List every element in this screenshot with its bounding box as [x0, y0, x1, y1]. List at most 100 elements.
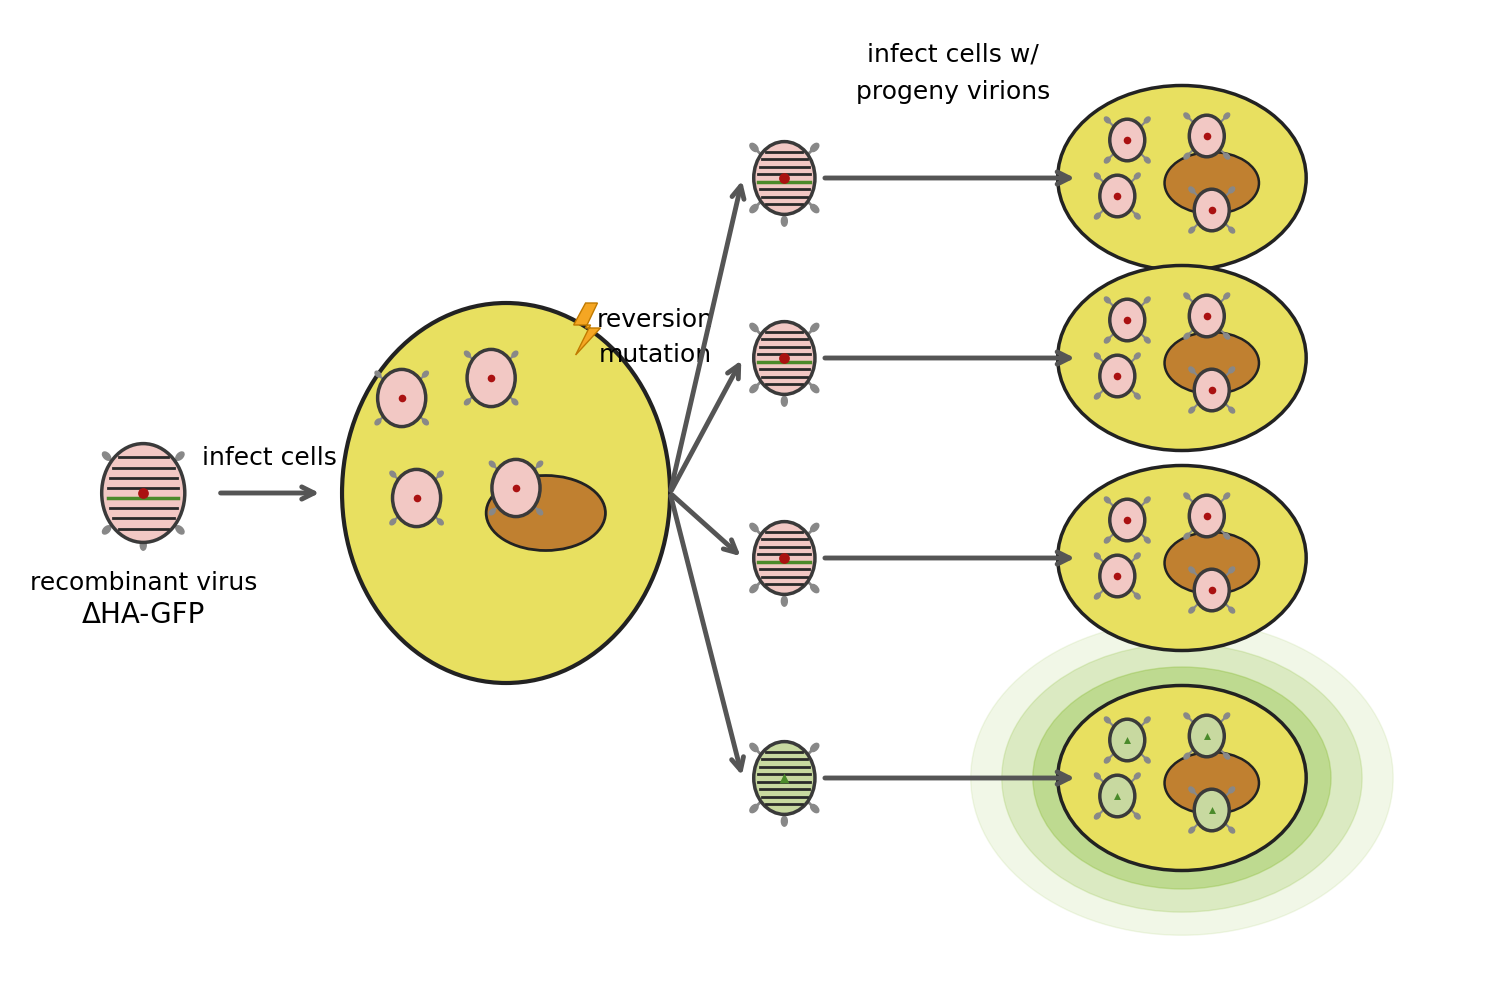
- Ellipse shape: [1144, 757, 1150, 763]
- Text: recombinant virus: recombinant virus: [30, 571, 256, 595]
- Text: mutation: mutation: [598, 343, 711, 367]
- Ellipse shape: [378, 369, 426, 426]
- Ellipse shape: [1190, 828, 1194, 833]
- Ellipse shape: [782, 216, 788, 226]
- Ellipse shape: [1110, 719, 1144, 761]
- Ellipse shape: [1058, 685, 1306, 871]
- Ellipse shape: [1144, 537, 1150, 543]
- Ellipse shape: [1104, 337, 1110, 343]
- Ellipse shape: [1190, 115, 1224, 157]
- Polygon shape: [573, 303, 600, 355]
- Ellipse shape: [1190, 367, 1194, 373]
- Ellipse shape: [393, 470, 441, 526]
- Ellipse shape: [176, 526, 184, 534]
- Ellipse shape: [1224, 153, 1230, 159]
- Ellipse shape: [489, 461, 495, 467]
- Ellipse shape: [753, 322, 814, 394]
- Ellipse shape: [102, 452, 111, 461]
- Ellipse shape: [1058, 466, 1306, 650]
- Ellipse shape: [1164, 332, 1258, 394]
- Ellipse shape: [512, 399, 518, 405]
- Ellipse shape: [486, 476, 606, 550]
- Ellipse shape: [1144, 297, 1150, 302]
- Point: [1106, 368, 1130, 384]
- Ellipse shape: [753, 742, 814, 814]
- Ellipse shape: [390, 519, 396, 525]
- Ellipse shape: [466, 350, 514, 406]
- Ellipse shape: [1190, 295, 1224, 337]
- Ellipse shape: [1058, 265, 1306, 451]
- Ellipse shape: [1228, 828, 1234, 833]
- Text: infect cells: infect cells: [202, 446, 338, 470]
- Ellipse shape: [1095, 593, 1101, 599]
- Ellipse shape: [1194, 369, 1228, 411]
- Ellipse shape: [1224, 493, 1230, 499]
- Ellipse shape: [1224, 333, 1230, 339]
- Point: [1116, 732, 1140, 748]
- Text: ΔHA-GFP: ΔHA-GFP: [81, 601, 206, 629]
- Ellipse shape: [1184, 293, 1190, 298]
- Ellipse shape: [782, 396, 788, 406]
- Ellipse shape: [1184, 713, 1190, 719]
- Ellipse shape: [750, 804, 758, 812]
- Ellipse shape: [537, 509, 543, 515]
- Ellipse shape: [1144, 157, 1150, 163]
- Ellipse shape: [1104, 757, 1110, 763]
- Text: reversion: reversion: [597, 308, 714, 332]
- Ellipse shape: [1095, 393, 1101, 399]
- Ellipse shape: [1228, 566, 1234, 573]
- Ellipse shape: [1144, 497, 1150, 503]
- Ellipse shape: [1095, 173, 1101, 178]
- Ellipse shape: [1104, 717, 1110, 723]
- Ellipse shape: [1100, 355, 1136, 397]
- Ellipse shape: [750, 585, 758, 593]
- Ellipse shape: [1095, 353, 1101, 359]
- Point: [772, 170, 796, 186]
- Text: progeny virions: progeny virions: [856, 80, 1050, 104]
- Ellipse shape: [1190, 495, 1224, 537]
- Point: [1116, 132, 1140, 148]
- Ellipse shape: [750, 523, 758, 531]
- Ellipse shape: [438, 519, 444, 525]
- Ellipse shape: [438, 471, 444, 477]
- Ellipse shape: [1002, 644, 1362, 912]
- Point: [1196, 128, 1219, 144]
- Ellipse shape: [1190, 407, 1194, 413]
- Ellipse shape: [1134, 773, 1140, 779]
- Ellipse shape: [753, 141, 814, 215]
- Point: [478, 370, 502, 386]
- Ellipse shape: [810, 143, 819, 151]
- Point: [130, 485, 154, 501]
- Ellipse shape: [1164, 152, 1258, 214]
- Ellipse shape: [810, 384, 819, 393]
- Ellipse shape: [489, 509, 495, 515]
- Ellipse shape: [1184, 153, 1190, 159]
- Ellipse shape: [1194, 190, 1228, 231]
- Point: [1200, 202, 1224, 218]
- Ellipse shape: [1134, 593, 1140, 599]
- Ellipse shape: [1104, 117, 1110, 123]
- Ellipse shape: [750, 205, 758, 213]
- Ellipse shape: [1144, 337, 1150, 343]
- Ellipse shape: [810, 523, 819, 531]
- Ellipse shape: [810, 585, 819, 593]
- Ellipse shape: [102, 526, 111, 534]
- Ellipse shape: [1104, 297, 1110, 302]
- Ellipse shape: [1034, 667, 1330, 889]
- Ellipse shape: [1164, 752, 1258, 814]
- Ellipse shape: [1134, 553, 1140, 558]
- Ellipse shape: [1190, 716, 1224, 757]
- Point: [772, 350, 796, 366]
- Ellipse shape: [1228, 607, 1234, 613]
- Ellipse shape: [810, 804, 819, 812]
- Ellipse shape: [750, 384, 758, 393]
- Ellipse shape: [1184, 753, 1190, 759]
- Ellipse shape: [782, 816, 788, 827]
- Ellipse shape: [1190, 227, 1194, 233]
- Ellipse shape: [375, 371, 381, 377]
- Ellipse shape: [1184, 533, 1190, 539]
- Ellipse shape: [1095, 213, 1101, 219]
- Ellipse shape: [492, 460, 540, 517]
- Ellipse shape: [1224, 533, 1230, 539]
- Point: [1106, 187, 1130, 204]
